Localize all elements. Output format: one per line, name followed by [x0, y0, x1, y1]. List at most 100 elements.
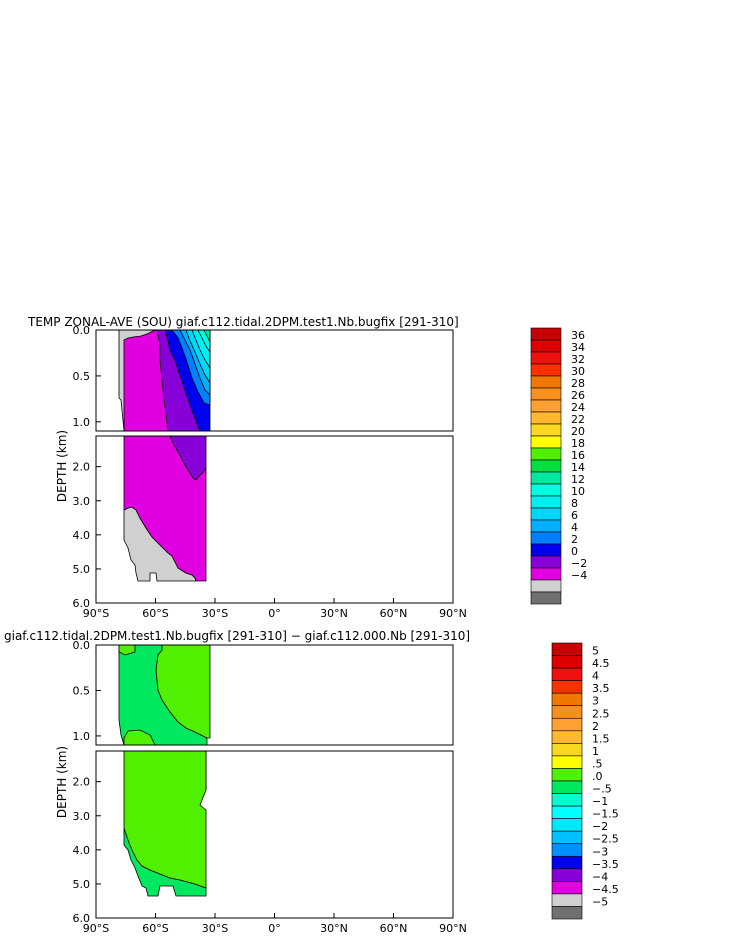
- colorbar-label: 16: [571, 449, 585, 462]
- upper-panel-frame: [95, 644, 454, 746]
- colorbar-label: −2: [592, 820, 608, 833]
- plot-1-axes: 90°S 60°S 30°S 0° 30°N 60°N 90°N 0.0 0.5 1.0 2.0 3.…: [73, 324, 467, 620]
- x-tick-label: 30°S: [202, 607, 228, 620]
- colorbar-label: .5: [592, 757, 603, 770]
- colorbar-label: 1.5: [592, 732, 610, 745]
- colorbar-swatch: [551, 743, 583, 757]
- colorbar-label: 28: [571, 377, 585, 390]
- colorbar-swatch: [551, 805, 583, 819]
- colorbar-swatch: [551, 667, 583, 681]
- plot-2-axes: 90°S 60°S 30°S 0° 30°N 60°N 90°N 0.0 0.5 1.0 2.0 3.…: [73, 639, 467, 935]
- colorbar-swatch: [551, 655, 583, 669]
- colorbar-swatch: [551, 705, 583, 719]
- colorbar-swatch: [530, 435, 562, 449]
- colorbar-label: 12: [571, 473, 585, 486]
- colorbar-swatch: [530, 471, 562, 485]
- colorbar-swatch: [530, 555, 562, 569]
- colorbar-swatch: [551, 793, 583, 807]
- x-tick-label: 90°S: [83, 607, 109, 620]
- colorbar-swatch: [551, 768, 583, 782]
- colorbar-label: −3: [592, 845, 608, 858]
- colorbar-label: 1: [592, 745, 599, 758]
- x-tick-label: 60°S: [142, 607, 168, 620]
- colorbar-label: 18: [571, 437, 585, 450]
- x-tick-label: 30°S: [202, 922, 228, 935]
- y-tick-label: 0.0: [73, 324, 91, 337]
- colorbar-swatch: [530, 363, 562, 377]
- colorbar-swatch: [551, 642, 583, 656]
- y-tick-label: 5.0: [73, 878, 91, 891]
- x-tick-label: 90°N: [439, 922, 467, 935]
- colorbar-label: 4: [592, 670, 599, 683]
- y-tick-label: 3.0: [73, 495, 91, 508]
- colorbar-label: 4: [571, 521, 578, 534]
- colorbar-label: 5: [592, 645, 599, 658]
- plot-1-field: [118, 329, 211, 582]
- colorbar-swatch: [530, 387, 562, 401]
- colorbar-label: 30: [571, 365, 585, 378]
- colorbar-swatch: [530, 423, 562, 437]
- colorbar-label: 8: [571, 497, 578, 510]
- colorbar-label: 6: [571, 509, 578, 522]
- colorbar-label: 22: [571, 413, 585, 426]
- y-tick-label: 6.0: [73, 912, 91, 925]
- colorbar-swatch: [530, 507, 562, 521]
- x-tick-label: 60°S: [142, 922, 168, 935]
- y-tick-label: 0.0: [73, 639, 91, 652]
- colorbar-swatch: [551, 717, 583, 732]
- colorbar-label: 2.5: [592, 707, 610, 720]
- x-tick-label: 30°N: [320, 607, 348, 620]
- y-tick-label: 4.0: [73, 844, 91, 857]
- x-tick-label: 90°S: [83, 922, 109, 935]
- colorbar-label: 2: [592, 720, 599, 733]
- plot-2-field: [118, 644, 211, 897]
- plot-1: TEMP ZONAL-AVE (SOU) giaf.c112.tidal.2DP…: [27, 315, 587, 620]
- x-tick-label: 90°N: [439, 607, 467, 620]
- colorbar-label: −2: [571, 557, 587, 570]
- colorbar-label: 24: [571, 401, 585, 414]
- colorbar-swatch: [530, 447, 562, 461]
- colorbar-label: −1: [592, 795, 608, 808]
- plot-1-ylabel: DEPTH (km): [55, 430, 69, 502]
- x-tick-label: 60°N: [380, 922, 408, 935]
- colorbar-swatch: [530, 399, 562, 413]
- y-tick-label: 1.0: [73, 730, 91, 743]
- colorbar-label: −1.5: [592, 808, 619, 821]
- colorbar-swatch: [530, 567, 562, 581]
- colorbar-swatch: [551, 893, 583, 907]
- colorbar-label: −.5: [592, 783, 612, 796]
- colorbar-swatch: [551, 730, 583, 744]
- colorbar-label: 14: [571, 461, 585, 474]
- colorbar-swatch: [530, 519, 562, 533]
- x-tick-label: 0°: [268, 922, 281, 935]
- colorbar-label: 4.5: [592, 657, 610, 670]
- colorbar-label: 10: [571, 485, 585, 498]
- field-region: [169, 435, 207, 481]
- colorbar-label: −4.5: [592, 883, 619, 896]
- colorbar-label: −5: [592, 895, 608, 908]
- colorbar-swatch: [530, 339, 562, 353]
- colorbar-label: 2: [571, 533, 578, 546]
- plot-2-ylabel: DEPTH (km): [55, 746, 69, 818]
- colorbar-swatch: [530, 483, 562, 497]
- colorbar-label: 26: [571, 389, 585, 402]
- colorbar-label: 36: [571, 329, 585, 342]
- y-tick-label: 1.0: [73, 416, 91, 429]
- colorbar-label: 20: [571, 425, 585, 438]
- colorbar-swatch: [530, 411, 562, 425]
- colorbar-label: 3.5: [592, 682, 610, 695]
- colorbar-label: 0: [571, 545, 578, 558]
- colorbar-swatch: [530, 327, 562, 341]
- y-tick-label: 2.0: [73, 461, 91, 474]
- colorbar-label: 34: [571, 341, 585, 354]
- field-region: [123, 750, 207, 889]
- colorbar-swatch: [530, 375, 562, 389]
- colorbar-swatch: [551, 692, 583, 707]
- upper-panel-frame: [95, 329, 454, 432]
- colorbar-swatch: [551, 881, 583, 895]
- y-tick-label: 0.5: [73, 370, 91, 383]
- x-tick-label: 0°: [268, 607, 281, 620]
- field-region: [155, 644, 211, 739]
